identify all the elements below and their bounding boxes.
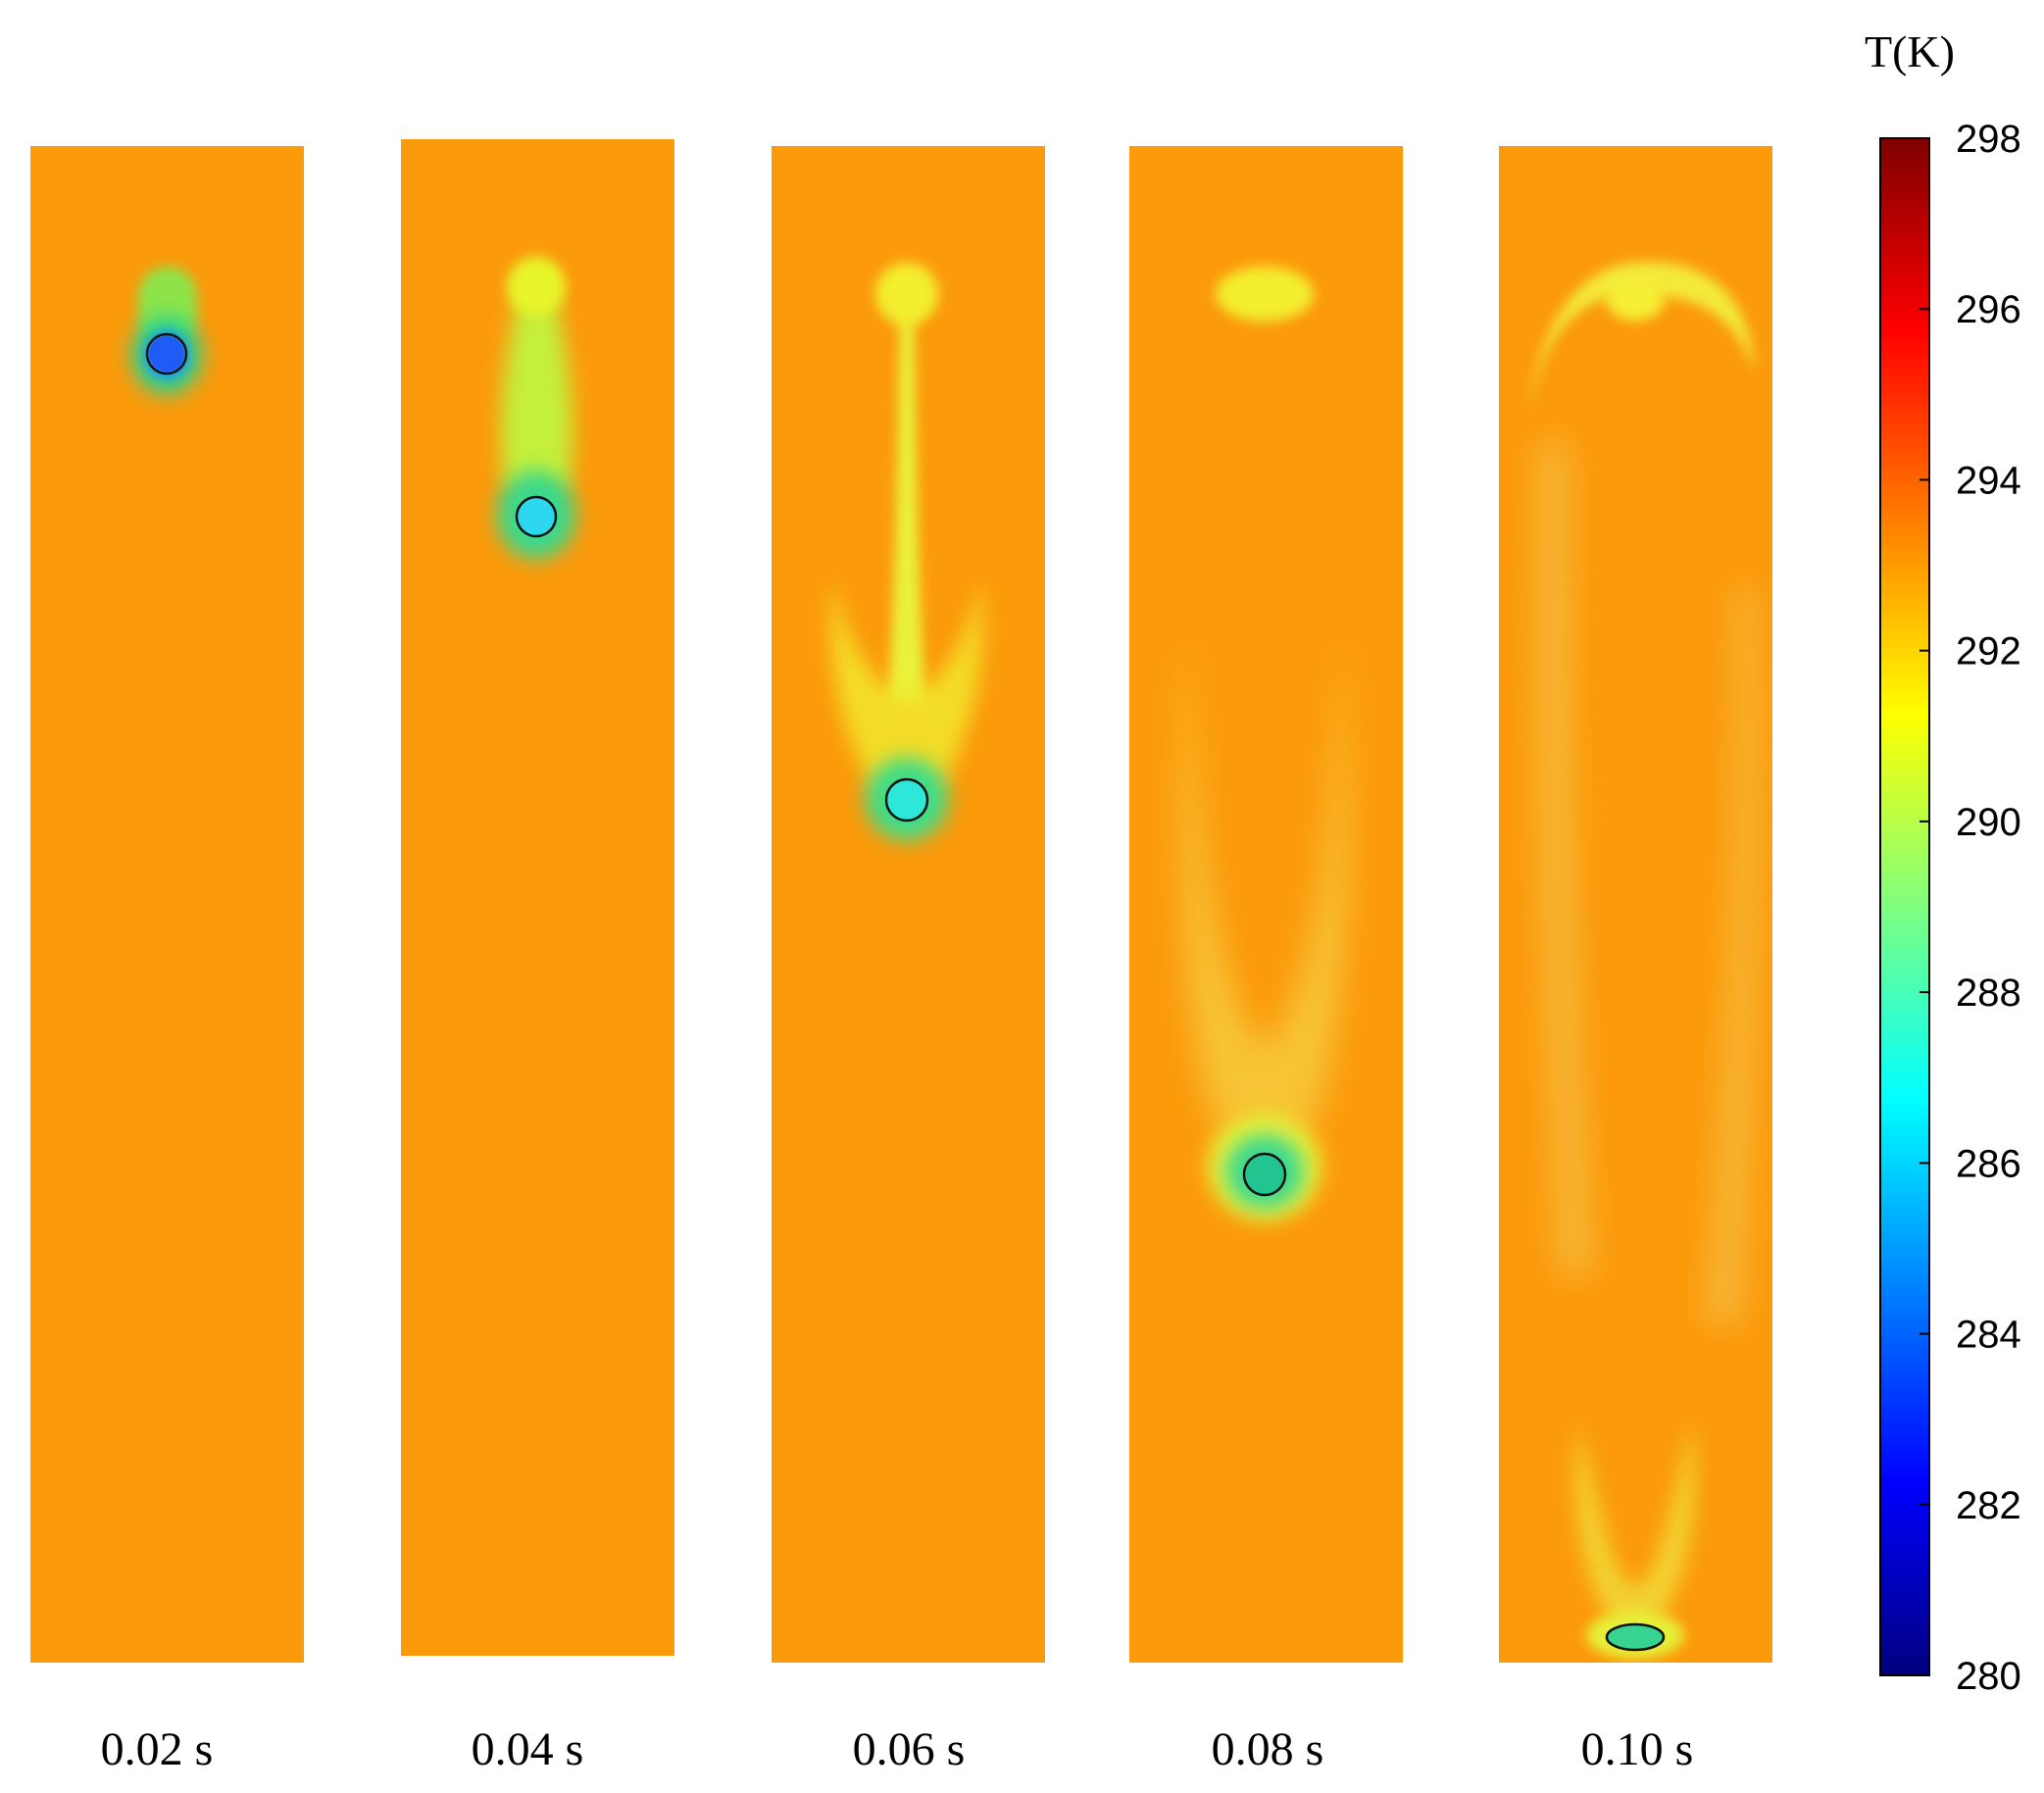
panel-2	[401, 139, 674, 1656]
panel-1-label: 0.02 s	[101, 1723, 214, 1775]
panel-1-droplet-outline	[145, 332, 188, 375]
panel-2-plume	[497, 257, 575, 559]
colorbar-tick-label: 288	[1956, 971, 2021, 1015]
panel-3-droplet-outline	[884, 777, 929, 822]
colorbar-tick-label: 284	[1956, 1314, 2021, 1357]
colorbar-ticks: 298 296 294 292 290 288 286 284 282 280	[1919, 118, 2021, 1698]
panel-5	[1499, 146, 1772, 1663]
panel-5-field	[1499, 146, 1772, 1663]
panel-2-label: 0.04 s	[472, 1723, 584, 1775]
colorbar-tick-label: 294	[1956, 459, 2021, 502]
colorbar-bar	[1879, 137, 1930, 1676]
panel-1-field	[30, 146, 304, 1663]
colorbar: T(K) 298 296 294 292 290 288 286 284 282 280	[1865, 26, 2021, 1698]
panel-4-plume	[1181, 267, 1348, 1220]
panel-2-droplet-outline	[515, 495, 558, 538]
panel-3-plume	[830, 263, 983, 840]
panel-4	[1129, 146, 1403, 1663]
panel-4-field	[1129, 146, 1403, 1663]
colorbar-tick-label: 286	[1956, 1142, 2021, 1185]
colorbar-tick-label: 280	[1956, 1655, 2021, 1698]
panel-4-droplet-outline	[1242, 1152, 1287, 1197]
colorbar-tick-label: 282	[1956, 1484, 2021, 1527]
colorbar-tick-label: 290	[1956, 801, 2021, 844]
colorbar-tick-label: 296	[1956, 288, 2021, 331]
panel-5-droplet-outline	[1605, 1622, 1666, 1652]
colorbar-title: T(K)	[1865, 26, 1955, 76]
panel-5-label: 0.10 s	[1581, 1723, 1694, 1775]
panel-3	[772, 146, 1045, 1663]
panel-3-label: 0.06 s	[853, 1723, 966, 1775]
panel-5-plume	[1529, 262, 1760, 1659]
panel-1-plume	[131, 267, 202, 394]
panel-4-label: 0.08 s	[1212, 1723, 1324, 1775]
panel-1	[30, 146, 304, 1663]
colorbar-tick-label: 298	[1956, 118, 2021, 161]
colorbar-tick-label: 292	[1956, 630, 2021, 673]
